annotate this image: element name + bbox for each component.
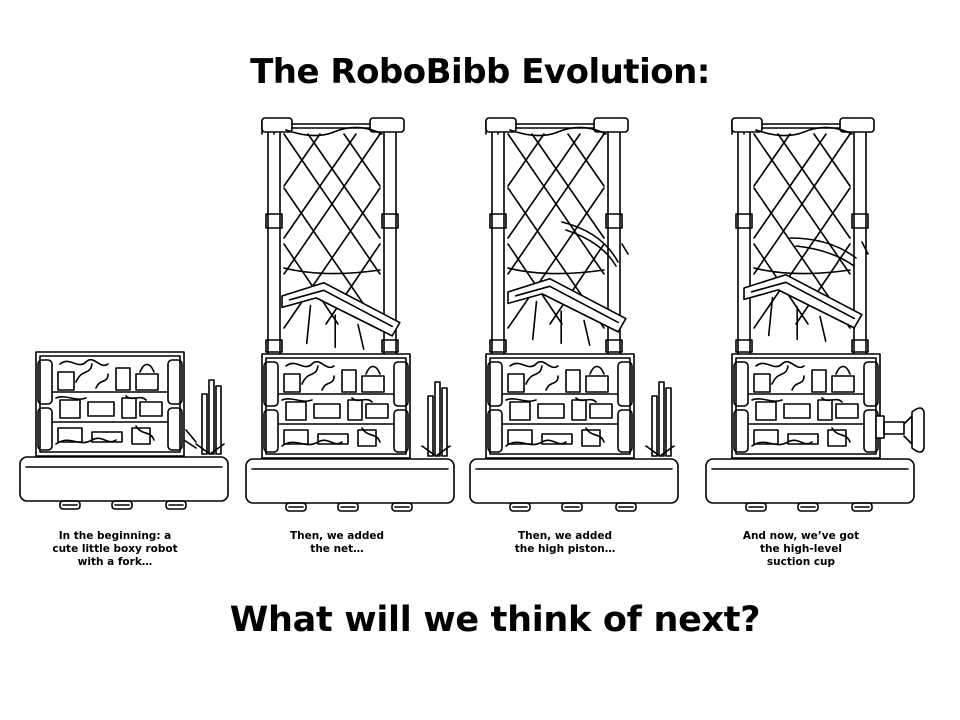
- robot-with-net: [245, 117, 455, 512]
- robot-with-suction-cup: [705, 117, 924, 512]
- page-title: The RoboBibb Evolution:: [250, 52, 710, 92]
- robot-boxy-with-fork: [19, 351, 229, 510]
- robot-with-high-piston: [469, 117, 679, 512]
- caption-stage-4: And now, we’ve got the high-level suctio…: [742, 530, 860, 568]
- suction-cup-arm: [876, 408, 924, 452]
- caption-stage-2: Then, we added the net…: [289, 530, 385, 555]
- caption-stage-3: Then, we added the high piston…: [514, 530, 616, 555]
- closing-question: What will we think of next?: [229, 600, 761, 640]
- caption-stage-1: In the beginning: a cute little boxy rob…: [52, 530, 178, 568]
